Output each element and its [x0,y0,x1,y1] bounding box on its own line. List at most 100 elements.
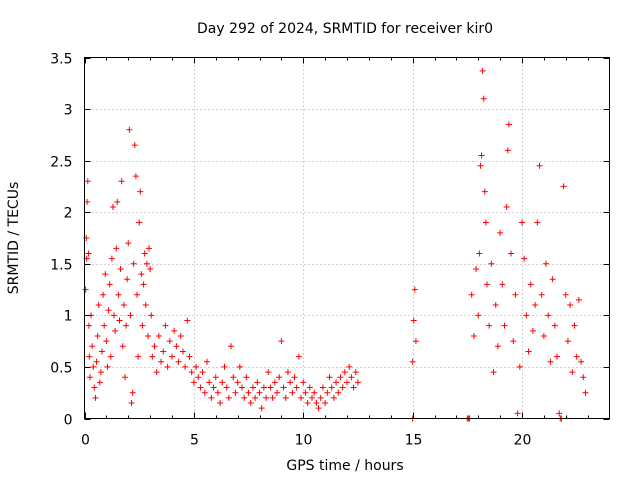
x-tick-label: 15 [405,433,423,449]
data-point [269,394,276,401]
data-point [129,389,136,396]
data-point [578,358,585,365]
data-point [510,338,517,345]
data-point [86,374,93,381]
data-point [212,374,219,381]
data-point [350,384,357,391]
data-point [117,265,124,272]
data-point [108,255,115,262]
data-point [409,358,416,365]
data-point [333,379,340,386]
data-point [169,353,175,360]
data-point [582,389,589,396]
data-point [162,322,169,329]
data-point [254,379,261,386]
data-point [99,348,105,355]
data-point [504,147,511,154]
data-point [545,312,552,319]
data-point [260,384,267,391]
x-tick-label: 5 [190,433,199,449]
data-point [486,322,493,329]
data-point [499,281,506,288]
data-point [291,374,298,381]
y-tick-label: 3 [64,103,73,119]
data-point [490,369,497,376]
data-point [186,353,193,360]
chart-title: Day 292 of 2024, SRMTID for receiver kir… [197,21,493,37]
data-point [265,369,272,376]
data-point [470,332,477,339]
data-point [115,291,122,298]
data-point [560,183,567,190]
data-point [263,394,270,401]
data-point [139,322,146,329]
data-point [132,173,139,180]
data-point [302,389,309,396]
data-point [214,389,221,396]
data-point [107,353,114,360]
data-point [219,379,226,386]
data-point [182,363,189,370]
data-point [97,369,104,376]
data-point [109,204,116,211]
data-point [569,369,576,376]
data-point [482,219,489,226]
data-point [521,255,528,262]
data-point [335,389,342,396]
data-point [282,394,289,401]
data-point [478,152,485,159]
data-point [85,250,92,257]
data-point [239,384,245,391]
data-point [93,358,100,365]
data-point [125,240,132,247]
data-point [556,410,563,417]
data-point [118,178,125,185]
data-point [479,67,486,74]
data-point [293,384,300,391]
data-point [354,379,361,386]
data-point [317,394,324,401]
data-point [206,379,213,386]
data-point [278,338,285,345]
data-point [571,322,578,329]
data-point [127,312,134,319]
data-point [102,271,109,278]
data-point [155,332,162,339]
data-point [151,343,158,350]
data-point [573,353,580,360]
data-point [276,374,283,381]
data-point [508,250,515,257]
data-point [411,286,418,293]
data-point [104,363,111,370]
data-point [512,291,519,298]
data-point [106,281,113,288]
data-point [324,389,331,396]
y-tick-label: 1 [64,309,73,325]
data-point [280,384,287,391]
data-point [243,374,250,381]
data-point [252,394,259,401]
data-point [193,363,200,370]
data-point [519,219,525,226]
data-point [190,379,197,386]
data-point [90,363,97,370]
data-point [85,322,92,329]
data-point [346,363,353,370]
data-point [505,121,512,128]
data-point [234,379,241,386]
data-point [267,384,274,391]
data-point [551,322,558,329]
data-point [89,343,96,350]
data-point [141,250,148,257]
y-axis-ticks: 0 0.5 1 1.5 2 2.5 3 3.5 [50,52,610,429]
data-point [136,219,143,226]
data-point [143,260,150,267]
data-point [84,178,91,185]
data-point [119,343,126,350]
data-point [525,348,532,355]
data-point [103,338,110,345]
data-point [516,363,523,370]
data-point [322,400,329,407]
data-point [494,343,501,350]
